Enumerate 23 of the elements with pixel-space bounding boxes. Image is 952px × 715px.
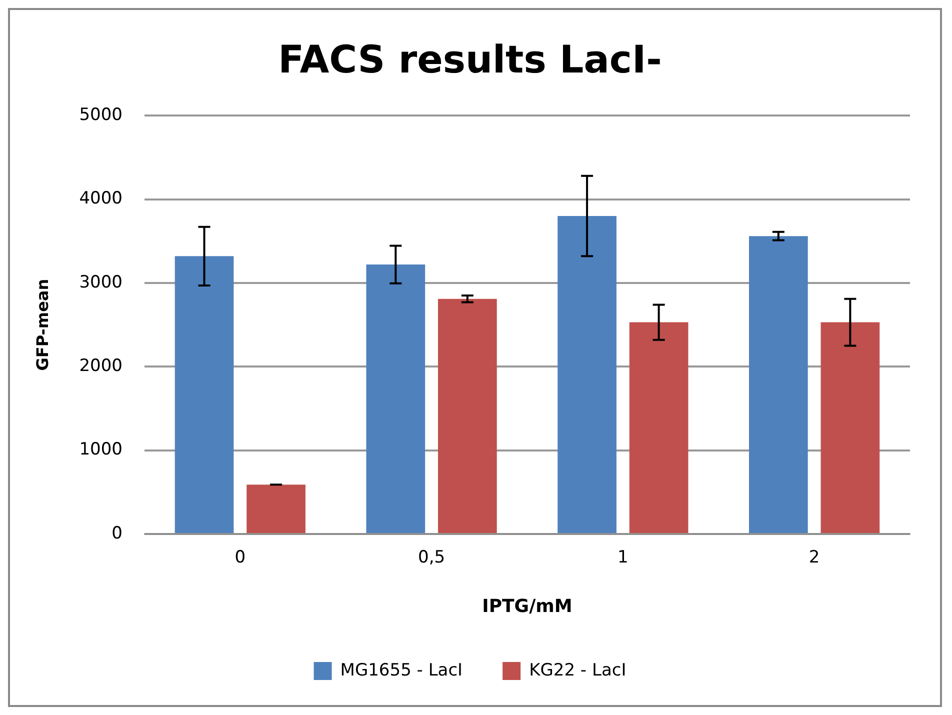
- legend-label: KG22 - LacI: [529, 660, 626, 680]
- y-tick-label: 4000: [79, 188, 122, 209]
- bar: [820, 322, 880, 533]
- x-tick-label: 1: [618, 548, 628, 568]
- y-tick-label: 0: [112, 523, 122, 544]
- chart-title: FACS results LacI-: [278, 38, 662, 82]
- bar: [246, 484, 306, 533]
- bar: [438, 298, 497, 533]
- x-tick-label: 0,5: [418, 548, 446, 568]
- x-tick-label: 2: [808, 548, 820, 568]
- bar: [629, 322, 688, 533]
- bar: [558, 216, 616, 533]
- x-tick-label: 0: [234, 548, 246, 568]
- y-axis-title: GFP-mean: [32, 278, 52, 371]
- bar: [174, 256, 234, 533]
- legend-label: MG1655 - LacI: [340, 660, 463, 680]
- y-tick-label: 1000: [79, 440, 122, 460]
- y-tick-label: 2000: [79, 356, 122, 376]
- y-tick-label: 5000: [79, 105, 122, 126]
- x-axis-title: IPTG/mM: [482, 596, 572, 617]
- bar: [749, 236, 808, 533]
- bar: [366, 264, 426, 533]
- y-tick-label: 3000: [79, 272, 122, 292]
